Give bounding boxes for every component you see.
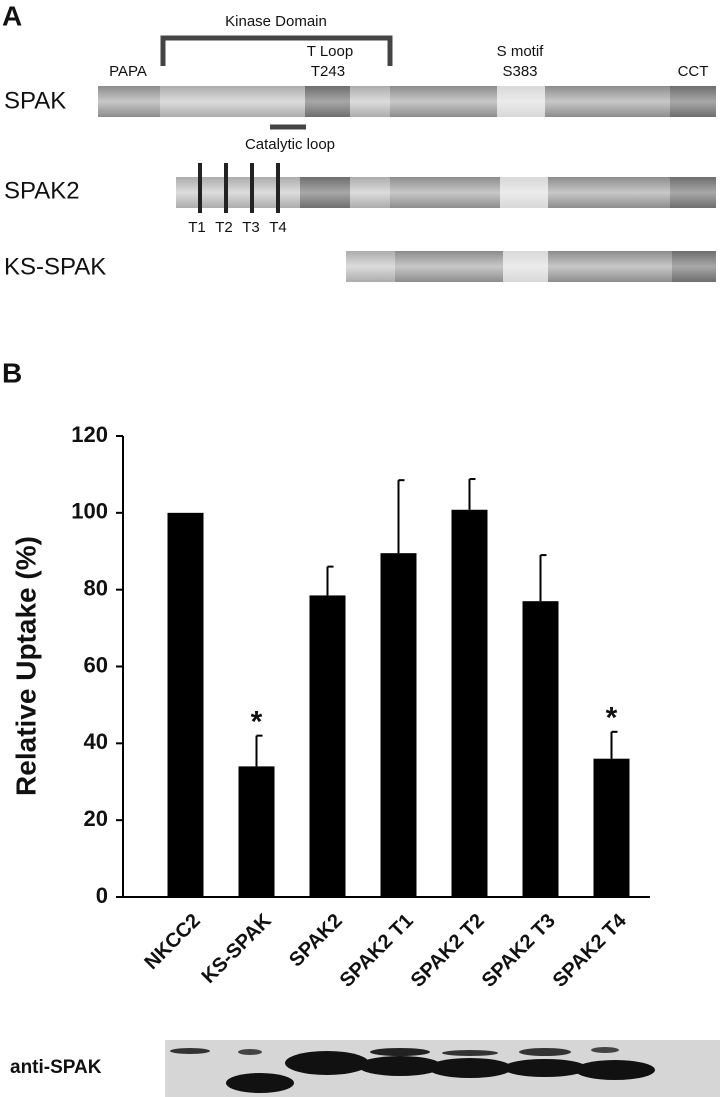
- band: [503, 1059, 587, 1077]
- bar: [522, 601, 559, 897]
- site-label: T1: [188, 219, 206, 236]
- band: [226, 1073, 294, 1093]
- domain-segment: [390, 86, 497, 117]
- site-label: T4: [269, 219, 287, 236]
- x-tick-label: SPAK2: [285, 910, 347, 972]
- t-loop-label: T Loop: [307, 43, 353, 60]
- y-tick-label: 120: [71, 422, 108, 447]
- band: [170, 1048, 210, 1054]
- domain-diagram: A Kinase Domain PAPA T Loop T243 S motif…: [2, 0, 716, 282]
- domain-segment: [390, 177, 500, 208]
- protein-label: KS-SPAK: [4, 253, 106, 280]
- band: [428, 1058, 512, 1078]
- domain-segment: [500, 177, 548, 208]
- y-tick-label: 100: [71, 499, 108, 524]
- domain-segment: [98, 86, 160, 117]
- domain-segment: [160, 86, 305, 117]
- band: [442, 1050, 498, 1056]
- western-blot: anti-SPAK: [10, 1040, 720, 1097]
- y-tick-label: 20: [84, 806, 108, 831]
- y-tick-label: 40: [84, 729, 108, 754]
- y-tick-label: 80: [84, 575, 108, 600]
- domain-segment: [503, 251, 548, 282]
- domain-segment: [305, 86, 350, 117]
- domain-segment: [548, 251, 672, 282]
- band: [285, 1051, 369, 1075]
- domain-segment: [350, 86, 390, 117]
- y-tick-label: 0: [96, 883, 108, 908]
- significance-marker: *: [606, 702, 618, 735]
- papa-label: PAPA: [109, 63, 147, 80]
- bar: [238, 766, 275, 897]
- domain-segment: [497, 86, 545, 117]
- catalytic-loop-label: Catalytic loop: [245, 136, 335, 153]
- band: [575, 1060, 655, 1080]
- bar: [167, 512, 204, 897]
- domain-segment: [350, 177, 390, 208]
- y-tick-label: 60: [84, 652, 108, 677]
- domain-segment: [346, 251, 395, 282]
- cct-label: CCT: [678, 63, 709, 80]
- x-tick-label: KS-SPAK: [198, 909, 277, 988]
- y-axis-label: Relative Uptake (%): [10, 536, 41, 796]
- band: [591, 1047, 619, 1053]
- bar: [309, 595, 346, 897]
- t243-label: T243: [311, 63, 345, 80]
- bar: [380, 553, 417, 897]
- domain-segment: [672, 251, 716, 282]
- significance-marker: *: [251, 706, 263, 739]
- domain-segment: [670, 177, 716, 208]
- protein-label: SPAK2: [4, 177, 80, 204]
- panel-label: B: [2, 357, 22, 388]
- site-label: T2: [215, 219, 233, 236]
- band: [519, 1048, 571, 1056]
- x-tick-label: SPAK2 T4: [549, 909, 632, 992]
- kinase-label: Kinase Domain: [225, 13, 327, 30]
- domain-segment: [176, 177, 300, 208]
- protein-label: SPAK: [4, 87, 66, 114]
- domain-segment: [545, 86, 670, 117]
- blot-label: anti-SPAK: [10, 1057, 102, 1078]
- bar-chart: B Relative Uptake (%) 0 20 40 60 80 100 120 NKC…: [2, 357, 650, 992]
- site-label: T3: [242, 219, 260, 236]
- x-tick-label: NKCC2: [140, 910, 204, 974]
- domain-segment: [300, 177, 350, 208]
- bar: [593, 758, 630, 897]
- panel-label: A: [2, 0, 22, 31]
- band: [358, 1056, 442, 1076]
- x-tick-label: SPAK2 T3: [478, 910, 560, 992]
- x-tick-label: SPAK2 T2: [407, 910, 489, 992]
- x-tick-label: SPAK2 T1: [336, 910, 418, 992]
- band: [370, 1048, 430, 1056]
- kinase-bracket: [160, 35, 393, 66]
- domain-segment: [395, 251, 503, 282]
- domain-segment: [670, 86, 716, 117]
- bar: [451, 509, 488, 897]
- s-motif-label: S motif: [497, 43, 545, 60]
- s383-label: S383: [502, 63, 537, 80]
- domain-segment: [548, 177, 670, 208]
- band: [238, 1049, 262, 1055]
